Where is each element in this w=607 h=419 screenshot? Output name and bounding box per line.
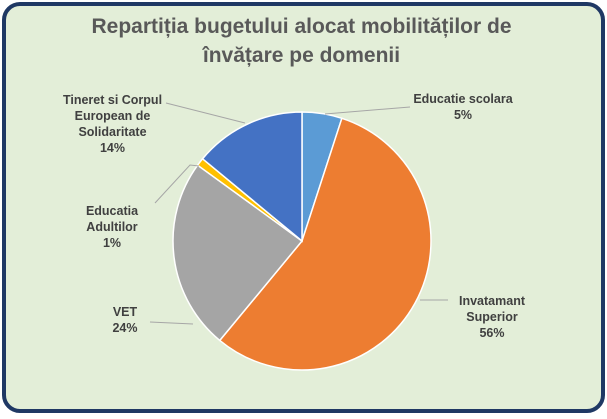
slice-vet bbox=[172, 164, 304, 342]
label-educatie-scolara-pct: 5% bbox=[453, 108, 473, 122]
label-educatie-scolara-name: Educatie scolara bbox=[413, 92, 513, 106]
leader-line-tineret bbox=[165, 102, 246, 124]
leader-line-educatia-adultilor bbox=[154, 164, 200, 204]
leader-line-vet bbox=[149, 321, 194, 325]
label-educatia-adultilor-line1: Educatia bbox=[85, 204, 139, 218]
label-tineret: Tineret si Corpul European de Solidarita… bbox=[50, 92, 175, 156]
label-invatamant-superior-line1: Invatamant bbox=[459, 294, 525, 308]
label-educatie-scolara: Educatie scolara 5% bbox=[398, 91, 528, 123]
chart-title-line-2: învățare pe domenii bbox=[202, 44, 401, 67]
label-invatamant-superior-line2: Superior bbox=[466, 310, 518, 324]
label-vet: VET 24% bbox=[100, 304, 150, 336]
label-educatia-adultilor-line2: Adultilor bbox=[86, 220, 138, 234]
label-vet-pct: 24% bbox=[112, 321, 138, 335]
label-tineret-line2: European de bbox=[74, 109, 151, 123]
label-vet-name: VET bbox=[112, 305, 138, 319]
label-educatia-adultilor: Educatia Adultilor 1% bbox=[72, 203, 152, 251]
label-invatamant-superior-pct: 56% bbox=[479, 326, 505, 340]
label-tineret-line1: Tineret si Corpul bbox=[62, 93, 163, 107]
slice-invatamant-superior bbox=[218, 117, 432, 371]
label-tineret-line3: Solidaritate bbox=[78, 125, 147, 139]
slice-tineret bbox=[201, 111, 303, 243]
chart-title: Repartiția bugetului alocat mobilitățilo… bbox=[0, 12, 603, 70]
label-educatia-adultilor-pct: 1% bbox=[102, 236, 122, 250]
leader-line-educatie-scolara bbox=[324, 106, 411, 115]
label-tineret-pct: 14% bbox=[99, 141, 126, 155]
label-invatamant-superior: Invatamant Superior 56% bbox=[442, 293, 542, 341]
chart-title-line-1: Repartiția bugetului alocat mobilitățilo… bbox=[91, 15, 512, 38]
